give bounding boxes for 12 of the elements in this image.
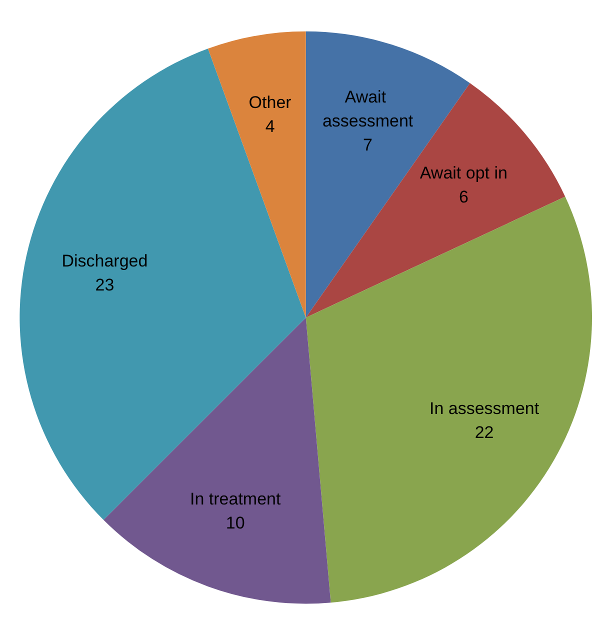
data-label: 6 bbox=[458, 188, 468, 207]
slice-label: Await opt in bbox=[420, 164, 508, 183]
data-label: 23 bbox=[95, 275, 114, 294]
slice-label: Await assessment bbox=[322, 88, 414, 131]
slice-label: Other bbox=[248, 93, 292, 112]
data-label: 10 bbox=[226, 514, 245, 533]
slice-label: Discharged bbox=[62, 251, 148, 270]
slice-label: In assessment bbox=[429, 399, 540, 418]
data-label: 7 bbox=[363, 136, 373, 155]
data-label: 22 bbox=[474, 423, 494, 442]
slice-label: In treatment bbox=[190, 490, 281, 509]
data-label: 4 bbox=[265, 117, 275, 136]
